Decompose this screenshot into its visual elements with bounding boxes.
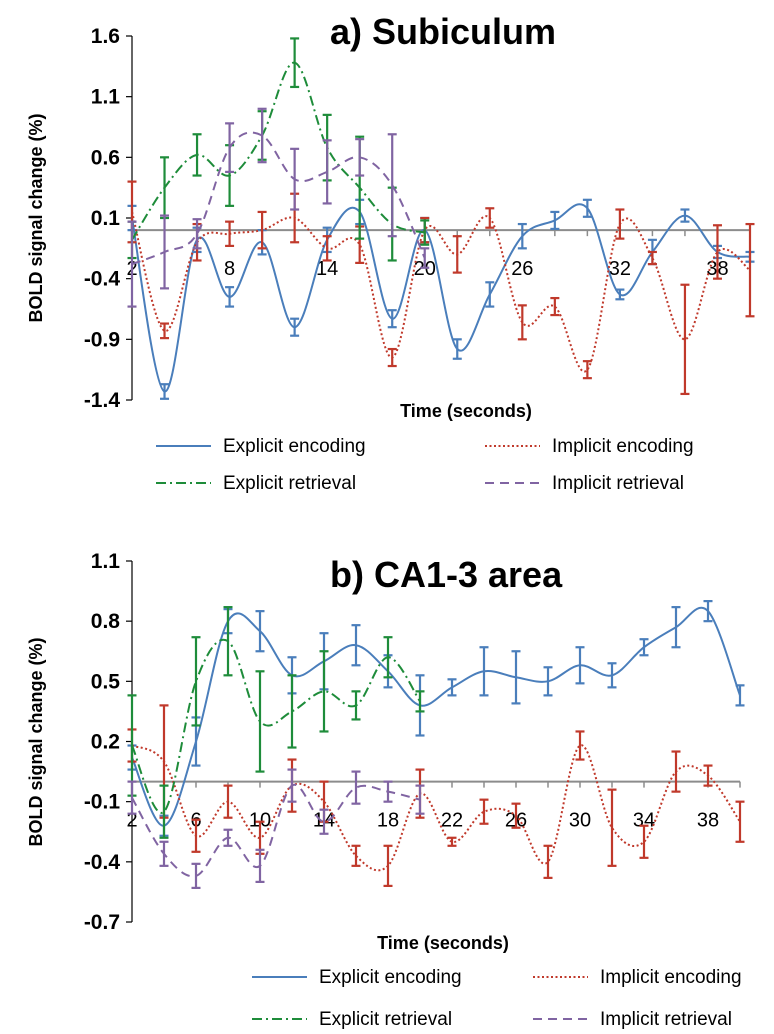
legend-label-implicit-retrieval: Implicit retrieval <box>552 473 684 494</box>
series-explicit-retrieval <box>127 37 430 262</box>
series-explicit-retrieval <box>127 606 425 839</box>
x-tick-label: 34 <box>633 810 655 832</box>
x-tick-label: 8 <box>224 258 235 280</box>
x-tick-label: 10 <box>249 810 271 832</box>
chart-svg-ca1-3-area: b) CA1-3 area1.10.80.50.2-0.1-0.4-0.7261… <box>26 550 745 1030</box>
legend-label-implicit-encoding: Implicit encoding <box>600 967 742 988</box>
y-tick-label: 1.6 <box>91 25 120 48</box>
y-axis-label: BOLD signal change (%) <box>26 637 46 846</box>
y-tick-label: 1.1 <box>91 550 121 573</box>
y-axis-label: BOLD signal change (%) <box>26 113 46 322</box>
x-tick-label: 26 <box>511 258 533 280</box>
series-line-explicit-encoding <box>131 203 751 393</box>
x-tick-label: 32 <box>609 258 631 280</box>
series-implicit-retrieval <box>127 768 425 890</box>
y-tick-label: -0.9 <box>84 328 120 351</box>
x-tick-label: 2 <box>126 810 137 832</box>
y-tick-label: -0.1 <box>84 791 121 814</box>
y-tick-label: 0.6 <box>91 146 120 169</box>
legend-label-implicit-retrieval: Implicit retrieval <box>600 1009 732 1030</box>
y-tick-label: 1.1 <box>91 86 121 109</box>
y-tick-label: -0.4 <box>84 268 121 291</box>
series-line-implicit-encoding <box>131 744 741 872</box>
x-tick-label: 38 <box>697 810 719 832</box>
x-tick-label: 22 <box>441 810 463 832</box>
series-line-implicit-encoding <box>131 211 751 373</box>
series-explicit-encoding <box>127 600 745 837</box>
series-line-explicit-retrieval <box>131 638 421 814</box>
x-axis-label: Time (seconds) <box>400 401 532 421</box>
x-axis-label: Time (seconds) <box>377 933 509 953</box>
y-tick-label: 0.8 <box>91 610 121 633</box>
chart-ca1-3-area: b) CA1-3 area1.10.80.50.2-0.1-0.4-0.7261… <box>0 517 774 1034</box>
x-tick-label: 14 <box>316 258 338 280</box>
x-tick-label: 18 <box>377 810 399 832</box>
y-tick-label: -1.4 <box>84 389 121 412</box>
series-line-implicit-retrieval <box>131 783 421 878</box>
series-line-explicit-retrieval <box>131 61 425 241</box>
y-tick-label: -0.7 <box>84 911 120 934</box>
legend-label-explicit-retrieval: Explicit retrieval <box>223 473 356 494</box>
legend-label-explicit-encoding: Explicit encoding <box>319 967 462 988</box>
chart-title-b-ca1-3-area: b) CA1-3 area <box>330 554 563 595</box>
legend-label-implicit-encoding: Implicit encoding <box>552 436 694 457</box>
legend: Explicit encoding Implicit encoding Explic… <box>156 436 694 494</box>
series-implicit-retrieval <box>127 107 430 308</box>
legend-label-explicit-retrieval: Explicit retrieval <box>319 1009 452 1030</box>
series-implicit-encoding <box>127 704 745 887</box>
chart-subiculum: a) Subiculum1.61.10.60.1-0.4-0.9-1.42814… <box>26 11 755 494</box>
chart-title-a-subiculum: a) Subiculum <box>330 11 556 52</box>
legend-label-explicit-encoding: Explicit encoding <box>223 436 366 457</box>
series-line-explicit-encoding <box>131 606 741 827</box>
chart-svg-subiculum: a) Subiculum1.61.10.60.1-0.4-0.9-1.42814… <box>26 11 755 494</box>
x-tick-label: 30 <box>569 810 591 832</box>
series-line-implicit-retrieval <box>131 131 426 266</box>
y-tick-label: 0.2 <box>91 731 120 754</box>
x-tick-label: 20 <box>414 258 436 280</box>
y-tick-label: 0.1 <box>91 207 121 230</box>
y-tick-label: 0.5 <box>91 670 121 693</box>
legend: Explicit encoding Implicit encoding Explic… <box>252 967 742 1030</box>
y-tick-label: -0.4 <box>84 851 121 874</box>
